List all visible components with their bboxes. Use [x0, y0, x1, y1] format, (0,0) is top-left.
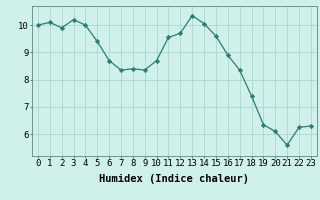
X-axis label: Humidex (Indice chaleur): Humidex (Indice chaleur)	[100, 174, 249, 184]
